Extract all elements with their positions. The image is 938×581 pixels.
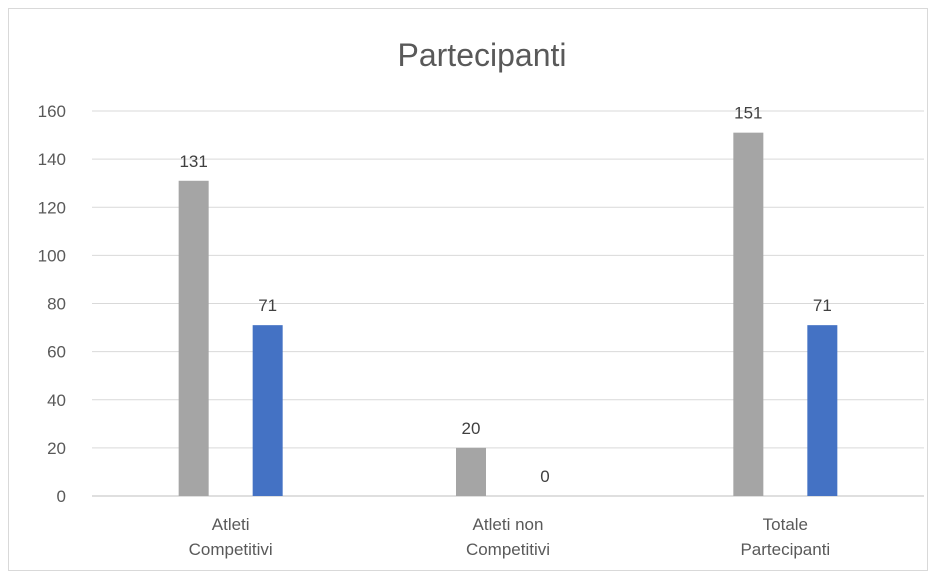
bar: [456, 447, 486, 496]
bar: [733, 132, 764, 496]
data-label: 0: [540, 467, 549, 486]
y-tick-label: 160: [38, 102, 66, 121]
chart-title: Partecipanti: [398, 37, 567, 73]
data-label: 71: [813, 296, 832, 315]
y-tick-label: 80: [47, 295, 66, 314]
category-label: Totale Partecipanti: [740, 515, 830, 559]
data-label: 71: [258, 296, 277, 315]
y-tick-label: 40: [47, 391, 66, 410]
data-labels: 131 71 20 0 151 71: [179, 104, 831, 486]
y-tick-label: 140: [38, 150, 66, 169]
data-label: 151: [734, 104, 762, 123]
bar: [178, 180, 209, 496]
bars: [178, 132, 838, 496]
y-tick-label: 60: [47, 343, 66, 362]
data-label: 20: [462, 419, 481, 438]
bar: [807, 325, 838, 496]
y-tick-label: 20: [47, 439, 66, 458]
x-axis-categories: Atleti Competitivi Atleti non Competitivi To…: [189, 515, 831, 559]
y-tick-label: 120: [38, 198, 66, 217]
bar: [252, 325, 283, 496]
y-tick-label: 100: [38, 246, 66, 265]
y-tick-label: 0: [57, 487, 66, 506]
y-axis-ticks: 0 20 40 60 80 100 120 140 160: [38, 102, 66, 506]
category-label: Atleti Competitivi: [189, 515, 273, 559]
data-label: 131: [179, 152, 207, 171]
gridlines: [92, 110, 924, 497]
category-label: Atleti non Competitivi: [466, 515, 550, 559]
